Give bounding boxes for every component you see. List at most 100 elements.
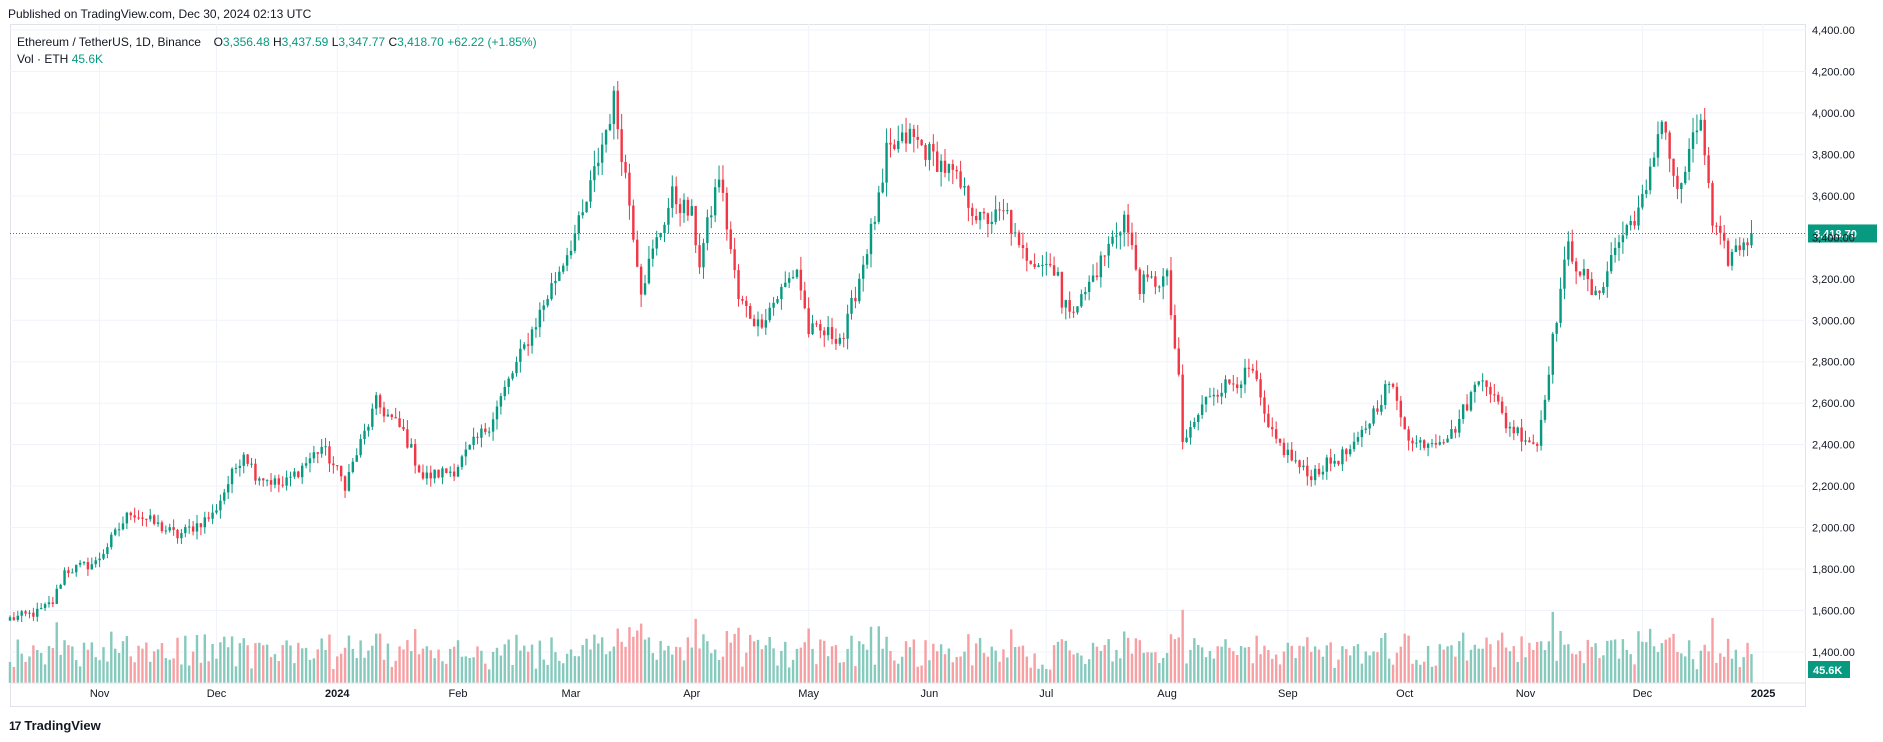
- volume-bar: [1115, 649, 1118, 683]
- y-tick-label: 2,000.00: [1812, 523, 1855, 535]
- candle-body: [402, 426, 405, 430]
- candle-body: [912, 128, 916, 137]
- last-price-line: 3,418.70 45.6K: [10, 224, 1877, 678]
- candle: [826, 316, 830, 341]
- volume-bar: [725, 631, 729, 683]
- candle: [912, 124, 916, 153]
- volume-bar: [526, 651, 530, 683]
- candle: [1403, 416, 1406, 430]
- volume-bar: [1594, 643, 1597, 683]
- candle-body: [98, 558, 101, 561]
- candle: [1711, 180, 1714, 233]
- candle: [936, 141, 939, 173]
- volume-bar: [1290, 645, 1293, 683]
- candle: [316, 451, 319, 464]
- volume-bar: [312, 658, 316, 683]
- volume-bar: [234, 666, 238, 683]
- candle-body: [604, 130, 608, 145]
- volume-bar: [16, 639, 19, 683]
- last-price-label: 3,418.70: [1814, 228, 1857, 240]
- candle: [1551, 331, 1554, 384]
- candle-body: [554, 280, 557, 284]
- candle: [951, 159, 955, 185]
- candle: [873, 216, 877, 231]
- volume-bar: [90, 642, 94, 683]
- candle-body: [1676, 175, 1679, 190]
- candle-body: [125, 512, 129, 524]
- candle-body: [1535, 443, 1539, 446]
- volume-bar: [1010, 629, 1013, 683]
- candle: [1146, 265, 1149, 282]
- candle-body: [230, 468, 234, 485]
- candle-body: [1399, 400, 1403, 418]
- volume-bar: [889, 650, 892, 683]
- volume-bar: [289, 645, 292, 683]
- candle-body: [920, 139, 923, 146]
- candle: [1676, 167, 1679, 200]
- volume-bar: [12, 666, 16, 683]
- volume-bar: [729, 642, 732, 683]
- candle-body: [1345, 449, 1348, 455]
- candle: [289, 471, 292, 487]
- candle-body: [597, 162, 600, 167]
- volume-bar: [1477, 648, 1480, 683]
- volume-bar: [1648, 628, 1652, 683]
- volume-bar: [963, 651, 966, 683]
- volume-bar: [1048, 669, 1052, 683]
- candle: [959, 160, 962, 190]
- candle: [632, 199, 635, 243]
- candle-body: [710, 215, 713, 218]
- volume-bar: [452, 646, 456, 683]
- candle: [43, 602, 47, 611]
- volume-bar: [764, 645, 768, 683]
- candle-body: [900, 132, 904, 142]
- candle: [378, 393, 382, 414]
- volume-bar: [787, 667, 791, 683]
- candle: [745, 296, 748, 318]
- volume-bar: [776, 665, 779, 683]
- volume-bar: [1134, 638, 1138, 683]
- candle: [367, 424, 370, 437]
- candle: [1298, 459, 1301, 474]
- candle-body: [137, 517, 140, 519]
- candle: [476, 432, 479, 445]
- volume-bar: [336, 656, 339, 683]
- candle: [1446, 435, 1449, 443]
- candle-body: [180, 533, 183, 539]
- candle-body: [815, 323, 818, 325]
- volume-bar: [947, 648, 951, 683]
- volume-bar: [538, 640, 542, 683]
- candle: [1563, 246, 1566, 300]
- candle-body: [1613, 247, 1617, 256]
- y-tick-label: 2,600.00: [1812, 398, 1855, 410]
- volume-bar: [1348, 655, 1352, 683]
- volume-bar: [1006, 657, 1009, 683]
- volume-bar: [974, 643, 978, 683]
- candle-body: [43, 604, 47, 608]
- volume-bar: [262, 645, 265, 683]
- candle-body: [936, 151, 939, 172]
- candle: [1224, 375, 1227, 399]
- volume-bar: [756, 639, 760, 683]
- time-axis: Nov Dec 2024 Feb Mar Apr May Jun Jul Aug Sep Oct Nov…: [10, 682, 1806, 700]
- volume-bar: [110, 631, 113, 683]
- candle-body: [191, 526, 195, 532]
- candle: [678, 198, 682, 227]
- candle: [885, 128, 888, 197]
- candle-body: [1489, 386, 1492, 395]
- candle-body: [425, 472, 429, 479]
- candle: [1637, 195, 1640, 231]
- volume-bar: [382, 659, 386, 683]
- candle-body: [277, 478, 281, 485]
- tradingview-logo[interactable]: 17 TradingView: [9, 718, 101, 733]
- candle: [932, 134, 935, 166]
- candle-body: [1660, 121, 1664, 135]
- candle-body: [573, 233, 577, 251]
- volume-bar: [433, 658, 436, 683]
- candle-body: [811, 323, 814, 335]
- candle: [737, 264, 740, 307]
- volume-bar: [1504, 647, 1508, 683]
- candle: [1123, 210, 1126, 247]
- candle-body: [1123, 214, 1126, 233]
